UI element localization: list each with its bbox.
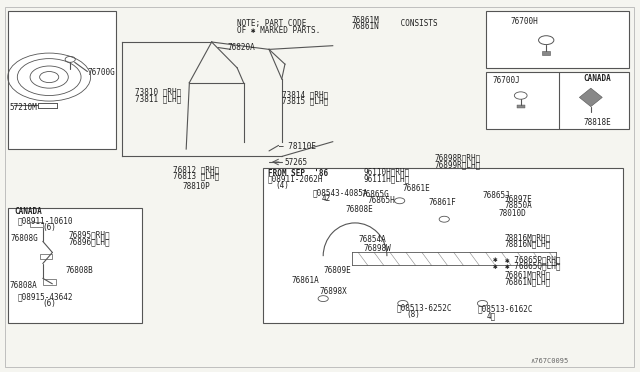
- Text: 76865J: 76865J: [483, 191, 510, 200]
- Text: 76899R〈LH〉: 76899R〈LH〉: [435, 160, 481, 170]
- Text: ✱ 76865Q〈LH〉: ✱ 76865Q〈LH〉: [505, 262, 560, 270]
- Text: ✱: ✱: [493, 255, 497, 264]
- Bar: [486, 71, 629, 129]
- Text: ⓝ08911-10610: ⓝ08911-10610: [17, 217, 73, 225]
- Text: 73815 〈LH〉: 73815 〈LH〉: [282, 97, 328, 106]
- Text: ∧767C0095: ∧767C0095: [531, 358, 568, 365]
- Text: 76808G: 76808G: [11, 234, 38, 243]
- Bar: [262, 167, 623, 323]
- Text: (6): (6): [43, 223, 57, 232]
- Text: 73814 〈RH〉: 73814 〈RH〉: [282, 90, 328, 99]
- Text: 76861E: 76861E: [403, 185, 431, 193]
- Text: ✱ 76865P〈RH〉: ✱ 76865P〈RH〉: [505, 255, 560, 264]
- Text: 76861A: 76861A: [291, 276, 319, 285]
- Bar: [43, 279, 56, 285]
- Text: 76808A: 76808A: [10, 281, 37, 290]
- Bar: [486, 11, 629, 68]
- Text: 76865H: 76865H: [368, 196, 396, 205]
- Text: 76700J: 76700J: [493, 76, 520, 85]
- Text: 42: 42: [321, 194, 330, 203]
- Text: 76809E: 76809E: [323, 266, 351, 275]
- Text: 76895〈RH〉: 76895〈RH〉: [68, 230, 110, 239]
- Text: 78850A: 78850A: [505, 201, 532, 210]
- Text: 76861M: 76861M: [352, 16, 380, 25]
- Bar: [8, 208, 141, 323]
- Text: 57210M: 57210M: [10, 103, 37, 112]
- Text: 76812 〈RH〉: 76812 〈RH〉: [173, 165, 220, 174]
- Text: 76808B: 76808B: [65, 266, 93, 275]
- Text: OF ✱ MARKED PARTS.: OF ✱ MARKED PARTS.: [237, 26, 321, 35]
- Text: 76808E: 76808E: [346, 205, 373, 214]
- Text: 4③: 4③: [487, 311, 496, 320]
- Bar: [517, 105, 525, 108]
- Text: Ⓝ08543-4085A: Ⓝ08543-4085A: [312, 188, 368, 197]
- Text: ✱: ✱: [493, 262, 497, 270]
- Text: 78816M〈RH〉: 78816M〈RH〉: [505, 233, 551, 242]
- Text: 73810 〈RH〉: 73810 〈RH〉: [135, 87, 182, 96]
- Text: 78810P: 78810P: [183, 182, 211, 191]
- Bar: [40, 254, 52, 259]
- Text: ⓜ08915-43642: ⓜ08915-43642: [17, 292, 73, 301]
- Text: 76898R〈RH〉: 76898R〈RH〉: [435, 154, 481, 163]
- Text: CONSISTS: CONSISTS: [396, 19, 438, 28]
- Text: 57265: 57265: [285, 157, 308, 167]
- Text: 76896〈LH〉: 76896〈LH〉: [68, 237, 110, 246]
- Text: Ⓝ08513-6162C: Ⓝ08513-6162C: [478, 305, 534, 314]
- Text: 76700G: 76700G: [88, 68, 115, 77]
- Text: (4): (4): [275, 181, 289, 190]
- Text: 76700H: 76700H: [510, 17, 538, 26]
- Text: CANADA: CANADA: [583, 74, 611, 83]
- Text: — 78110E: — 78110E: [278, 142, 316, 151]
- Text: 73811 〈LH〉: 73811 〈LH〉: [135, 94, 182, 103]
- Text: 76861F: 76861F: [428, 198, 456, 207]
- Polygon shape: [579, 88, 602, 107]
- Text: 76854A: 76854A: [358, 235, 386, 244]
- Text: 76813 〈LH〉: 76813 〈LH〉: [173, 171, 220, 180]
- Text: FROM SEP. '86: FROM SEP. '86: [268, 169, 328, 177]
- Bar: [8, 11, 116, 149]
- Text: Ⓝ08513-6252C: Ⓝ08513-6252C: [396, 303, 452, 312]
- Text: ⓝ08911-2062H: ⓝ08911-2062H: [268, 175, 323, 184]
- Text: 78816N〈LH〉: 78816N〈LH〉: [505, 240, 551, 248]
- Text: NOTE; PART CODE: NOTE; PART CODE: [237, 19, 307, 28]
- Text: 96111H〈LH〉: 96111H〈LH〉: [364, 174, 410, 183]
- Text: 76865G: 76865G: [362, 190, 389, 199]
- Text: CANADA: CANADA: [14, 207, 42, 217]
- Bar: [542, 51, 550, 55]
- Text: 78010D: 78010D: [499, 209, 526, 218]
- Text: 76898W: 76898W: [364, 244, 391, 253]
- Text: 76898X: 76898X: [320, 287, 348, 296]
- Bar: [30, 222, 43, 227]
- Text: 76861M〈RH〉: 76861M〈RH〉: [505, 271, 551, 280]
- Text: 76861N: 76861N: [352, 22, 380, 31]
- Text: 78818E: 78818E: [583, 118, 611, 127]
- Text: 76897E: 76897E: [505, 195, 532, 204]
- Text: (8): (8): [406, 310, 420, 319]
- Text: (6): (6): [43, 299, 57, 308]
- Text: 76861N〈LH〉: 76861N〈LH〉: [505, 277, 551, 286]
- Text: 76820A: 76820A: [228, 43, 255, 52]
- Text: 96110H〈RH〉: 96110H〈RH〉: [364, 167, 410, 176]
